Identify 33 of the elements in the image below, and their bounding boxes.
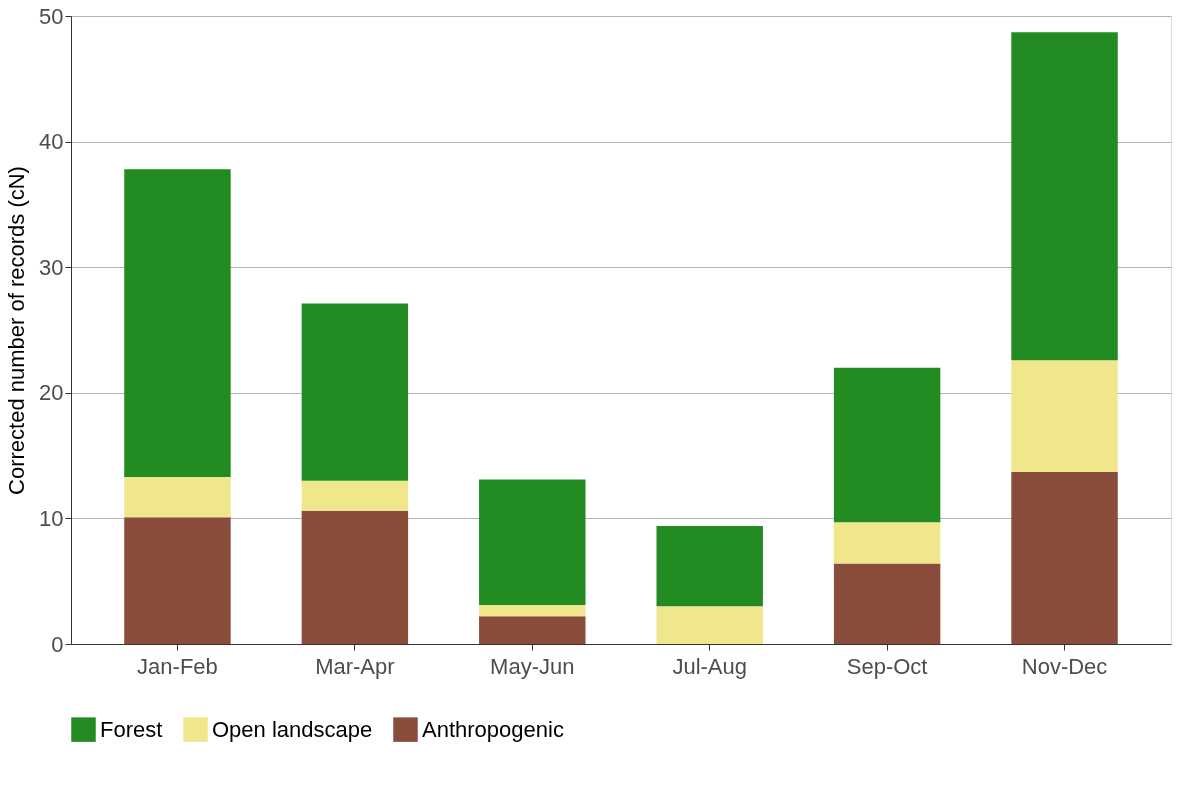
- bar: [833, 367, 941, 523]
- bar: [656, 525, 763, 607]
- bar: [301, 303, 409, 481]
- bar: [124, 476, 231, 518]
- bar: [479, 479, 586, 606]
- bar: [656, 606, 763, 644]
- legend-label: Open landscape: [212, 716, 373, 742]
- bar: [124, 517, 231, 644]
- legend-label: Anthropogenic: [422, 716, 564, 742]
- bar: [1011, 32, 1118, 361]
- bar: [124, 169, 231, 477]
- y-tick-label: 20: [39, 380, 64, 406]
- x-tick-label: Sep-Oct: [846, 653, 928, 679]
- y-tick-label: 30: [39, 254, 64, 280]
- x-tick-label: Jul-Aug: [672, 653, 748, 679]
- y-tick-label: 40: [39, 129, 64, 155]
- bar: [1011, 360, 1118, 472]
- y-tick-label: 50: [39, 3, 64, 29]
- bar: [301, 480, 409, 511]
- bar: [1011, 471, 1118, 644]
- bar: [479, 605, 586, 617]
- x-tick-label: Mar-Apr: [315, 653, 395, 679]
- legend-label: Forest: [100, 716, 163, 742]
- bar: [479, 616, 586, 644]
- y-tick-label: 0: [51, 631, 64, 657]
- x-tick-label: Nov-Dec: [1021, 653, 1108, 679]
- x-tick-label: May-Jun: [490, 653, 575, 679]
- y-axis-title: Corrected number of records (cN): [4, 166, 30, 495]
- x-tick-label: Jan-Feb: [137, 653, 218, 679]
- bar: [833, 563, 941, 644]
- y-tick-label: 10: [39, 505, 64, 531]
- bar: [301, 510, 409, 644]
- bar: [833, 522, 941, 564]
